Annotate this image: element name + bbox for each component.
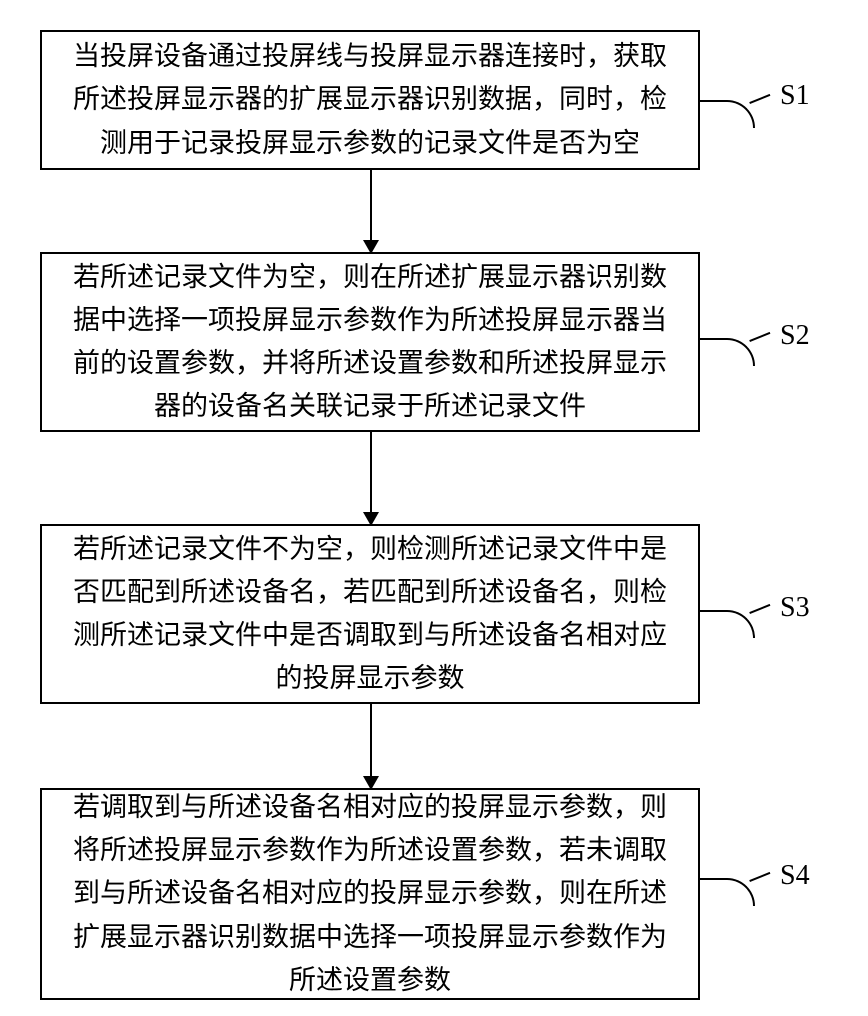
step-label-s1: S1 [780, 80, 810, 112]
connector-s3 [700, 610, 755, 638]
step-box-s4: 若调取到与所述设备名相对应的投屏显示参数，则将所述投屏显示参数作为所述设置参数，… [40, 788, 700, 1000]
step-text-s1: 当投屏设备通过投屏线与投屏显示器连接时，获取所述投屏显示器的扩展显示器识别数据，… [42, 21, 698, 179]
step-box-s2: 若所述记录文件为空，则在所述扩展显示器识别数据中选择一项投屏显示参数作为所述投屏… [40, 252, 700, 432]
connector-ext-s3 [746, 595, 771, 614]
connector-ext-s2 [746, 323, 771, 342]
step-label-s2: S2 [780, 320, 810, 352]
connector-ext-s4 [746, 863, 771, 882]
arrow-3 [370, 704, 372, 788]
arrow-1 [370, 170, 372, 252]
connector-s2 [700, 338, 755, 366]
connector-s4 [700, 878, 755, 906]
step-label-s4: S4 [780, 860, 810, 892]
arrow-2 [370, 432, 372, 524]
step-label-s3: S3 [780, 592, 810, 624]
step-box-s1: 当投屏设备通过投屏线与投屏显示器连接时，获取所述投屏显示器的扩展显示器识别数据，… [40, 30, 700, 170]
connector-s1 [700, 100, 755, 128]
step-box-s3: 若所述记录文件不为空，则检测所述记录文件中是否匹配到所述设备名，若匹配到所述设备… [40, 524, 700, 704]
step-text-s4: 若调取到与所述设备名相对应的投屏显示参数，则将所述投屏显示参数作为所述设置参数，… [42, 772, 698, 1016]
connector-ext-s1 [746, 85, 771, 104]
step-text-s3: 若所述记录文件不为空，则检测所述记录文件中是否匹配到所述设备名，若匹配到所述设备… [42, 514, 698, 715]
step-text-s2: 若所述记录文件为空，则在所述扩展显示器识别数据中选择一项投屏显示参数作为所述投屏… [42, 242, 698, 443]
